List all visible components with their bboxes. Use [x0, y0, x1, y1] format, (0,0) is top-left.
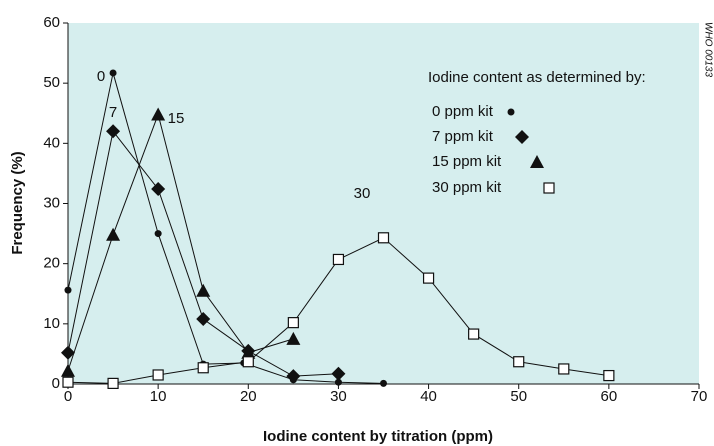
credit: WHO 00133	[702, 22, 713, 77]
legend-marker	[543, 182, 555, 194]
legend-marker	[507, 108, 515, 116]
legend-title: Iodine content as determined by:	[428, 69, 646, 86]
y-tick-label: 40	[43, 134, 60, 151]
series-line	[67, 72, 384, 384]
point	[197, 362, 209, 374]
x-tick-label: 10	[150, 388, 167, 405]
point	[558, 363, 570, 375]
point	[332, 253, 345, 266]
point	[196, 312, 211, 327]
x-tick-label: 70	[691, 388, 708, 405]
x-axis-title: Iodine content by titration (ppm)	[263, 428, 493, 445]
x-tick-label: 60	[601, 388, 618, 405]
x-tick-label: 40	[420, 388, 437, 405]
point	[241, 345, 256, 359]
point	[287, 317, 299, 329]
point	[242, 356, 254, 368]
point	[61, 363, 75, 377]
point	[151, 182, 166, 197]
point	[422, 272, 435, 284]
point	[109, 69, 117, 77]
point	[468, 328, 480, 340]
point	[380, 379, 387, 387]
annotation: 15	[168, 110, 185, 127]
y-tick-label: 10	[43, 315, 60, 332]
point	[286, 331, 301, 345]
point	[61, 345, 75, 360]
point	[62, 376, 74, 388]
point	[64, 286, 72, 294]
point	[603, 369, 615, 382]
point	[152, 369, 164, 381]
x-tick-label: 0	[64, 388, 72, 405]
plot-area	[68, 23, 699, 384]
point	[286, 369, 301, 384]
annotation: 7	[109, 104, 117, 121]
point	[151, 107, 166, 121]
point	[196, 283, 211, 297]
y-tick-label: 60	[43, 14, 60, 31]
y-tick-label: 20	[43, 255, 60, 272]
x-tick-label: 30	[330, 388, 347, 405]
point	[513, 356, 525, 368]
legend-label: 30 ppm kit	[432, 179, 502, 196]
legend-marker	[515, 130, 529, 144]
legend-label: 7 ppm kit	[432, 128, 494, 145]
point	[154, 230, 162, 238]
x-tick-label: 50	[510, 388, 527, 405]
point	[106, 227, 121, 241]
point	[334, 378, 342, 386]
point	[107, 377, 119, 389]
x-tick-label: 20	[240, 388, 257, 405]
series-line	[67, 112, 294, 371]
y-axis-title: Frequency (%)	[9, 151, 26, 254]
annotation: 0	[97, 68, 105, 85]
y-tick-label: 50	[43, 74, 60, 91]
point	[377, 232, 390, 244]
point	[106, 124, 121, 139]
legend-label: 0 ppm kit	[432, 103, 494, 120]
legend-marker	[530, 155, 544, 168]
annotation: 30	[354, 185, 371, 202]
y-tick-label: 30	[43, 194, 60, 211]
point	[331, 366, 346, 381]
legend-label: 15 ppm kit	[432, 153, 502, 170]
y-tick-label: 0	[52, 375, 60, 392]
